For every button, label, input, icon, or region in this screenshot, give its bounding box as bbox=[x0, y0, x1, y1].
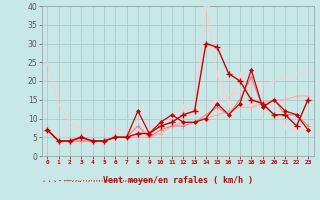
Text: ↙ ↓ ↘ ← ←←←↙↗↘↙↑↑↗↑↕↑↕↑↗↗ ↗↗↑↗↗↗↗↗→→→→→↗→→: ↙ ↓ ↘ ← ←←←↙↗↘↙↑↑↗↑↕↑↕↑↗↗ ↗↗↑↗↗↗↗↗→→→→→↗… bbox=[43, 179, 154, 183]
X-axis label: Vent moyen/en rafales ( km/h ): Vent moyen/en rafales ( km/h ) bbox=[103, 176, 252, 185]
